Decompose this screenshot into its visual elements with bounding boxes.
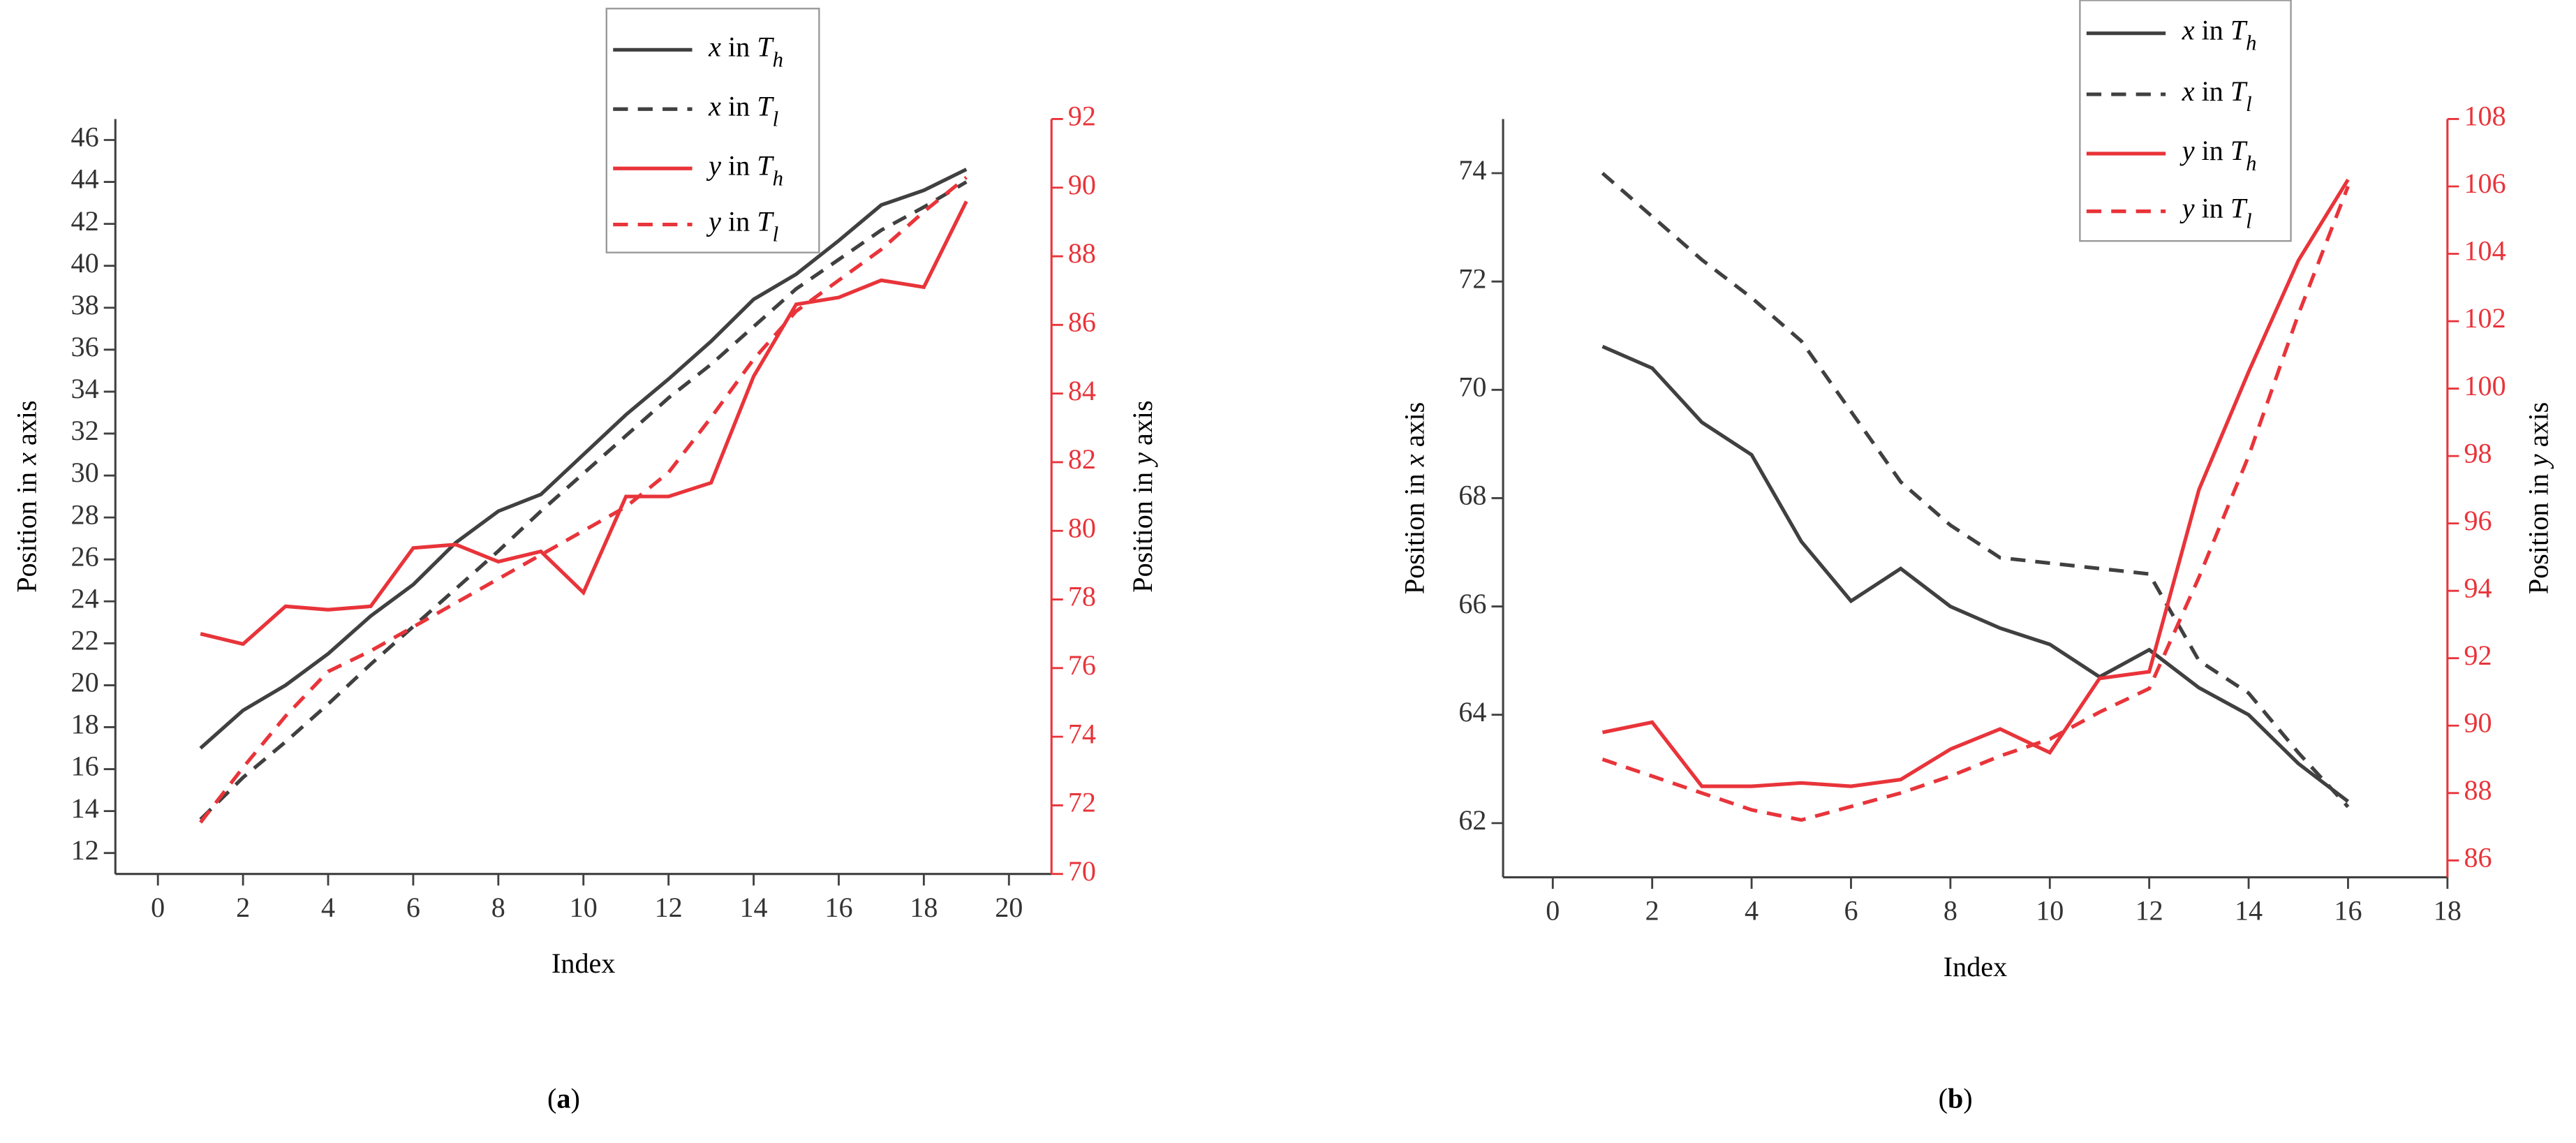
x-tick-label: 2 — [236, 892, 250, 923]
y2-axis-title: Position in y axis — [1127, 400, 1158, 592]
y2-tick-label: 86 — [1068, 307, 1096, 338]
legend-box — [2079, 0, 2292, 242]
legend-label: y in Th — [706, 149, 783, 190]
x-tick-label: 2 — [1645, 895, 1659, 927]
x-tick-label: 10 — [2036, 895, 2064, 927]
y-tick-label: 30 — [71, 457, 99, 488]
y-axis-title: Position in x axis — [11, 400, 43, 592]
series-line — [1601, 186, 2350, 823]
y2-tick-label: 88 — [1068, 237, 1096, 269]
series-line — [199, 180, 968, 821]
y2-tick-label: 82 — [1068, 443, 1096, 475]
legend-label: x in Th — [708, 31, 783, 71]
legend-label: x in Tl — [708, 90, 778, 131]
y-tick-label: 68 — [1458, 480, 1486, 511]
x-tick-label: 16 — [824, 892, 852, 923]
x-tick-label: 12 — [2135, 895, 2163, 927]
x-axis-title: Index — [552, 947, 615, 979]
y2-tick-label: 98 — [2464, 437, 2492, 469]
y2-tick-label: 94 — [2464, 572, 2492, 603]
x-tick-label: 0 — [1546, 895, 1560, 927]
y2-tick-label: 92 — [1068, 101, 1096, 132]
caption: (b) — [1939, 1083, 1973, 1114]
x-tick-label: 8 — [491, 892, 505, 923]
y-tick-label: 34 — [71, 373, 99, 404]
y2-tick-label: 86 — [2464, 842, 2492, 873]
y2-tick-label: 108 — [2464, 101, 2505, 132]
y-tick-label: 66 — [1458, 588, 1486, 619]
series-line — [1601, 344, 2350, 803]
y-tick-label: 24 — [71, 582, 99, 614]
y-tick-label: 16 — [71, 751, 99, 782]
x-tick-label: 12 — [655, 892, 683, 923]
y-tick-label: 28 — [71, 499, 99, 530]
legend-label: x in Th — [2182, 15, 2257, 55]
y-tick-label: 40 — [71, 247, 99, 279]
y-tick-label: 18 — [71, 709, 99, 740]
x-tick-label: 20 — [995, 892, 1023, 923]
y2-tick-label: 78 — [1068, 581, 1096, 612]
x-tick-label: 14 — [739, 892, 767, 923]
y-tick-label: 42 — [71, 205, 99, 237]
y2-tick-label: 76 — [1068, 649, 1096, 681]
y2-tick-label: 70 — [1068, 855, 1096, 887]
y-tick-label: 72 — [1458, 263, 1486, 294]
y-tick-label: 70 — [1458, 371, 1486, 403]
legend-label: y in Tl — [2179, 193, 2252, 233]
y-tick-label: 12 — [71, 834, 99, 866]
y-tick-label: 36 — [71, 331, 99, 362]
y-tick-label: 44 — [71, 163, 99, 195]
y2-tick-label: 106 — [2464, 168, 2505, 199]
series-line — [1601, 172, 2350, 809]
y2-tick-label: 74 — [1068, 718, 1096, 749]
y-tick-label: 38 — [71, 289, 99, 320]
y2-tick-label: 92 — [2464, 640, 2492, 671]
y-tick-label: 14 — [71, 792, 99, 824]
x-tick-label: 10 — [570, 892, 598, 923]
x-axis-title: Index — [1944, 951, 2007, 982]
y2-tick-label: 88 — [2464, 774, 2492, 806]
x-tick-label: 4 — [1745, 895, 1759, 927]
y-tick-label: 74 — [1458, 154, 1486, 186]
y2-tick-label: 84 — [1068, 375, 1096, 406]
legend-label: x in Tl — [2182, 75, 2252, 116]
y2-tick-label: 72 — [1068, 787, 1096, 818]
y-tick-label: 26 — [71, 540, 99, 572]
y-tick-label: 64 — [1458, 696, 1486, 728]
series-line — [199, 175, 968, 824]
series-line — [200, 200, 968, 647]
x-tick-label: 4 — [321, 892, 335, 923]
y-tick-label: 32 — [71, 415, 99, 446]
y2-tick-label: 104 — [2464, 235, 2505, 267]
y2-tick-label: 100 — [2464, 370, 2505, 401]
x-tick-label: 18 — [2434, 895, 2462, 927]
y-tick-label: 46 — [71, 121, 99, 153]
y-tick-label: 20 — [71, 667, 99, 698]
y2-tick-label: 102 — [2464, 302, 2505, 334]
caption: (a) — [547, 1083, 580, 1114]
x-tick-label: 14 — [2235, 895, 2263, 927]
legend-label: y in Tl — [706, 206, 778, 246]
y2-axis-title: Position in y axis — [2523, 402, 2554, 594]
legend-label: y in Th — [2179, 135, 2257, 175]
x-tick-label: 8 — [1944, 895, 1957, 927]
y-tick-label: 62 — [1458, 804, 1486, 836]
x-tick-label: 18 — [910, 892, 938, 923]
y2-tick-label: 96 — [2464, 505, 2492, 536]
y-axis-title: Position in x axis — [1399, 402, 1430, 594]
x-tick-label: 6 — [406, 892, 420, 923]
y-tick-label: 22 — [71, 625, 99, 656]
y2-tick-label: 90 — [1068, 169, 1096, 200]
x-tick-label: 0 — [151, 892, 165, 923]
y2-tick-label: 80 — [1068, 512, 1096, 543]
x-tick-label: 16 — [2334, 895, 2362, 927]
x-tick-label: 6 — [1844, 895, 1858, 927]
y2-tick-label: 90 — [2464, 707, 2492, 738]
series-line — [199, 168, 968, 750]
series-line — [1601, 178, 2350, 788]
